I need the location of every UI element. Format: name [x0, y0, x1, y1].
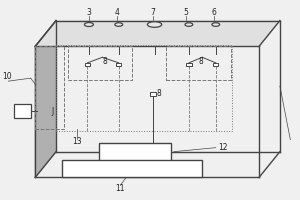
- Bar: [213, 63, 218, 66]
- Text: 8: 8: [157, 89, 161, 98]
- Text: 8: 8: [103, 57, 108, 66]
- Ellipse shape: [212, 23, 220, 26]
- Ellipse shape: [84, 23, 93, 27]
- Bar: [116, 63, 122, 66]
- Text: 12: 12: [218, 143, 228, 152]
- Bar: [186, 63, 192, 66]
- Ellipse shape: [147, 22, 162, 27]
- Text: J: J: [51, 107, 54, 116]
- Ellipse shape: [185, 23, 193, 26]
- Polygon shape: [35, 21, 56, 177]
- Text: 10: 10: [2, 72, 12, 81]
- Bar: [85, 63, 90, 66]
- Ellipse shape: [115, 23, 123, 26]
- Text: 13: 13: [72, 137, 82, 146]
- Polygon shape: [35, 21, 280, 46]
- Text: 4: 4: [115, 8, 120, 17]
- Text: 8: 8: [198, 57, 203, 66]
- Bar: [62, 160, 202, 177]
- Text: 7: 7: [151, 8, 155, 17]
- Bar: [99, 143, 171, 161]
- Text: 3: 3: [86, 8, 91, 17]
- Bar: [150, 92, 156, 96]
- Bar: [14, 104, 31, 118]
- Text: 11: 11: [116, 184, 125, 193]
- Text: 5: 5: [184, 8, 188, 17]
- Text: 6: 6: [212, 8, 217, 17]
